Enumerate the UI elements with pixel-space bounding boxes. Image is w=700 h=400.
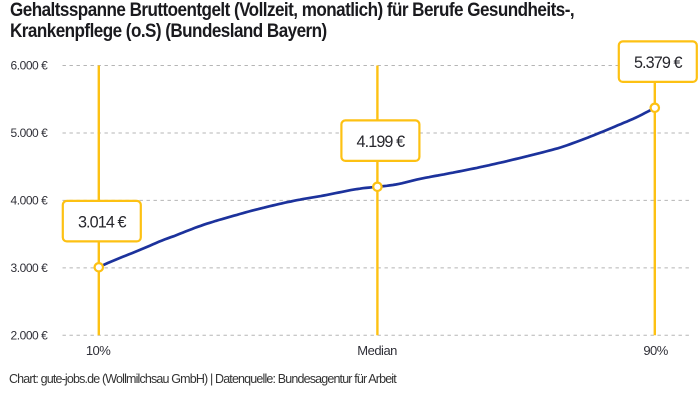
svg-text:6.000 €: 6.000 € <box>11 59 49 73</box>
svg-text:2.000 €: 2.000 € <box>11 329 49 343</box>
svg-text:3.014 €: 3.014 € <box>78 214 127 232</box>
svg-text:10%: 10% <box>86 343 111 358</box>
svg-text:Median: Median <box>357 343 397 358</box>
svg-text:4.000 €: 4.000 € <box>11 194 49 208</box>
svg-text:5.379 €: 5.379 € <box>634 54 683 72</box>
svg-text:90%: 90% <box>643 343 668 358</box>
svg-text:3.000 €: 3.000 € <box>11 261 49 275</box>
svg-text:5.000 €: 5.000 € <box>11 126 49 140</box>
svg-text:4.199 €: 4.199 € <box>357 133 406 151</box>
